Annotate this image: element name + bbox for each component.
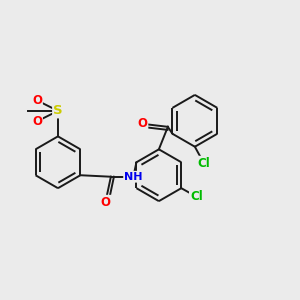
Text: Cl: Cl xyxy=(197,157,210,170)
Text: Cl: Cl xyxy=(190,190,203,203)
Text: O: O xyxy=(32,94,42,107)
Text: NH: NH xyxy=(124,172,142,182)
Text: O: O xyxy=(100,196,110,209)
Text: O: O xyxy=(32,115,42,128)
Text: S: S xyxy=(53,104,63,117)
Text: O: O xyxy=(137,117,147,130)
